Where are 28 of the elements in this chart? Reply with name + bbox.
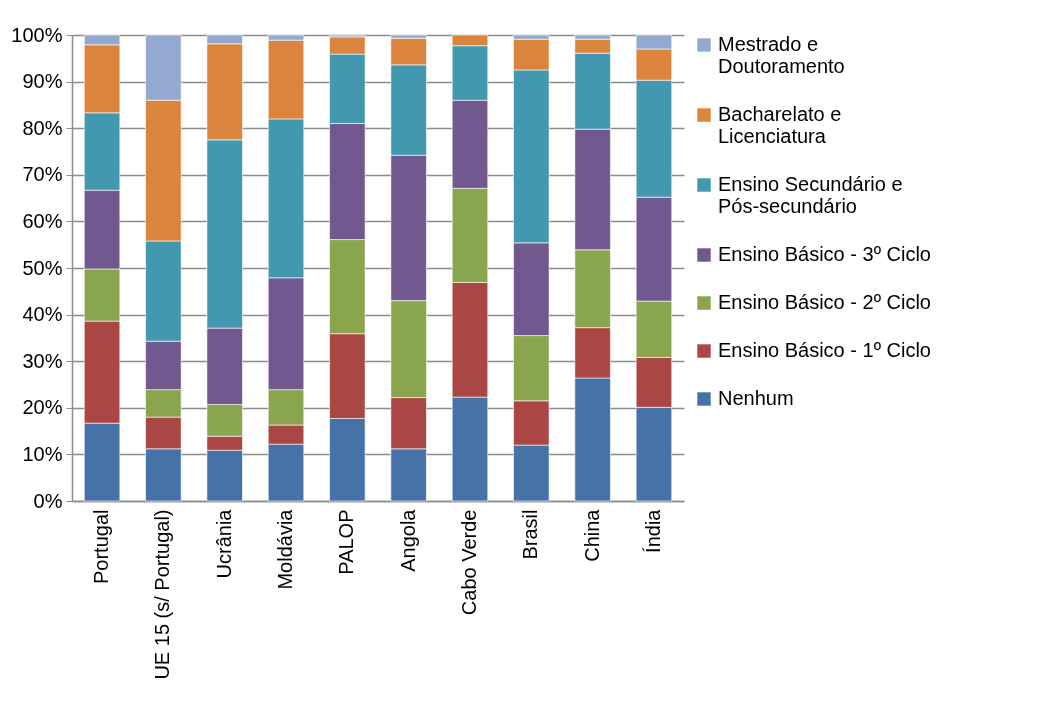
x-tick-label: UE 15 (s/ Portugal): [151, 509, 174, 680]
y-tick-label: 100%: [11, 23, 63, 46]
x-tick-label: Cabo Verde: [457, 509, 480, 616]
legend-label: Mestrado e Doutoramento: [718, 33, 845, 77]
x-tick-label: Ucrânia: [212, 508, 235, 579]
y-tick-label: 70%: [22, 163, 63, 186]
legend-label: Ensino Básico - 3º Ciclo: [718, 243, 931, 265]
x-tick-label: Brasil: [519, 509, 542, 560]
legend-label: Nenhum: [718, 387, 794, 409]
y-tick-label: 90%: [22, 70, 63, 93]
x-tick-label: China: [580, 508, 603, 562]
y-tick-label: 0%: [33, 489, 63, 512]
legend-label: Ensino Secundário e Pós-secundário: [718, 173, 903, 217]
x-tick-label: PALOP: [335, 509, 358, 575]
y-tick-label: 10%: [22, 442, 63, 465]
y-tick-label: 60%: [22, 209, 63, 232]
legend-label: Ensino Básico - 1º Ciclo: [718, 339, 931, 361]
y-tick-label: 30%: [22, 349, 63, 372]
x-tick-label: Angola: [396, 508, 419, 572]
x-tick-label: Índia: [641, 508, 664, 553]
y-tick-label: 40%: [22, 303, 63, 326]
y-tick-label: 80%: [22, 116, 63, 139]
x-tick-label: Portugal: [90, 509, 113, 584]
y-tick-label: 50%: [22, 256, 63, 279]
legend-label: Ensino Básico - 2º Ciclo: [718, 291, 931, 313]
y-tick-label: 20%: [22, 396, 63, 419]
legend-label: Bacharelato e Licenciatura: [718, 103, 842, 147]
x-tick-label: Moldávia: [274, 508, 297, 590]
